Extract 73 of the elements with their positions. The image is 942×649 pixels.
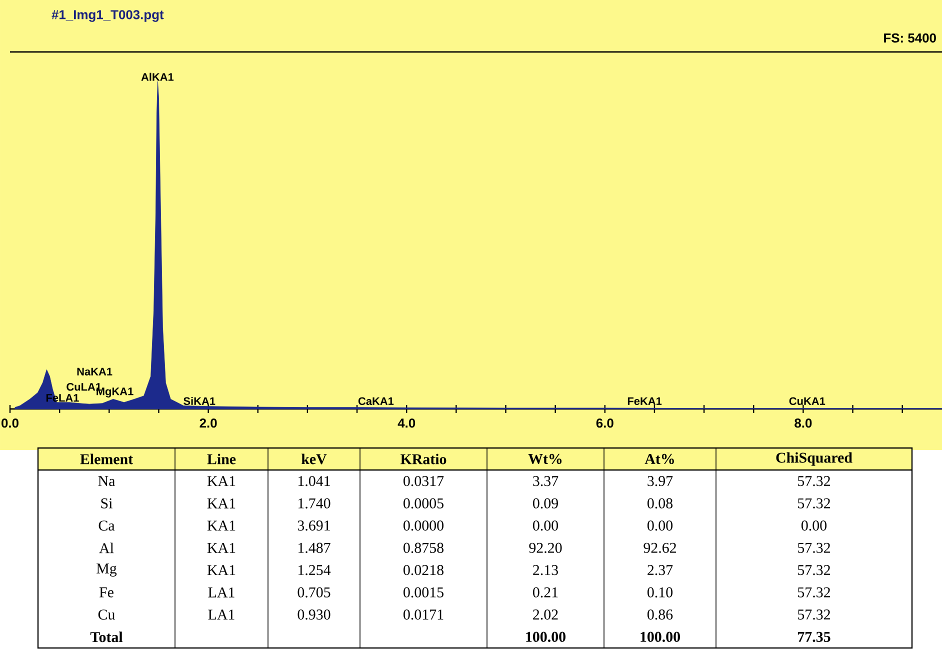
text: 57.32 [798, 587, 830, 598]
text: 2.02 [533, 610, 558, 620]
text: KA1 [207, 542, 236, 553]
x-tick-label: 2.0 [200, 418, 217, 428]
x-tick-label: 6.0 [596, 418, 614, 428]
text: 0.0000 [404, 520, 444, 531]
text: Ca [98, 520, 115, 531]
text: 0.0005 [404, 498, 444, 508]
text: 0.705 [298, 587, 330, 598]
text: LA1 [208, 587, 234, 598]
text: 57.32 [798, 476, 830, 486]
text: 1.740 [298, 498, 330, 508]
text: KRatio [400, 454, 446, 464]
text: At% [644, 454, 674, 464]
annotation: FeKA1 [628, 397, 662, 406]
text: 3.37 [533, 476, 558, 486]
text: KA1 [207, 520, 236, 531]
text: keV [302, 454, 327, 464]
text: Total [90, 632, 123, 642]
text: 0.08 [647, 498, 673, 508]
text: 92.62 [644, 542, 676, 553]
text: 100.00 [526, 632, 566, 642]
text: Cu [98, 610, 115, 620]
text: 57.32 [798, 498, 830, 508]
text: 1.041 [298, 476, 330, 486]
text: Element [80, 454, 134, 464]
text: 0.0171 [404, 610, 444, 620]
text: 0.00 [532, 520, 558, 531]
text: Al [99, 542, 114, 554]
text: 2.13 [533, 565, 558, 576]
text: 57.32 [798, 565, 830, 576]
text: KA1 [207, 565, 236, 576]
text: Fe [99, 587, 114, 598]
text: 0.0218 [404, 565, 444, 576]
text: KA1 [207, 498, 236, 508]
text: 0.10 [647, 587, 673, 598]
text: 100.00 [640, 632, 680, 642]
annotation: AlKA1 [141, 72, 174, 81]
text: Wt% [528, 454, 562, 464]
text: 0.09 [532, 498, 558, 508]
x-tick-label: 8.0 [794, 418, 812, 428]
text: 2.37 [648, 565, 673, 576]
text: 0.930 [298, 610, 330, 620]
text: 0.00 [647, 520, 673, 531]
text: Na [98, 476, 116, 486]
annotation: NaKA1 [77, 368, 112, 376]
chart-title: #1_Img1_T003.pgt [52, 10, 164, 22]
text: 92.20 [529, 542, 562, 553]
x-tick-label: 0.0 [2, 418, 18, 428]
text: 1.254 [298, 565, 331, 576]
x-tick-label: 4.0 [398, 418, 416, 428]
text: 3.97 [648, 476, 673, 486]
text: 3.691 [298, 520, 330, 531]
text: ChiSquared [776, 452, 852, 466]
text: 0.00 [801, 520, 827, 531]
annotation: CaKA1 [358, 397, 394, 406]
text: Line [207, 454, 236, 464]
annotation: SiKA1 [184, 396, 216, 406]
text: Mg [96, 564, 117, 577]
text: KA1 [207, 476, 236, 486]
text: Si [101, 498, 112, 508]
text: 0.0015 [404, 587, 444, 598]
text: 0.0317 [404, 476, 444, 486]
text: LA1 [208, 610, 234, 620]
text: 57.32 [798, 542, 830, 553]
annotation: CuKA1 [789, 397, 826, 406]
text: FS: 5400 [884, 33, 936, 43]
text: 1.487 [298, 542, 330, 553]
text: 0.21 [532, 587, 558, 598]
text: 77.35 [798, 632, 830, 642]
text: 0.86 [647, 610, 673, 620]
text: 0.8758 [404, 542, 444, 553]
text: 57.32 [798, 610, 830, 620]
